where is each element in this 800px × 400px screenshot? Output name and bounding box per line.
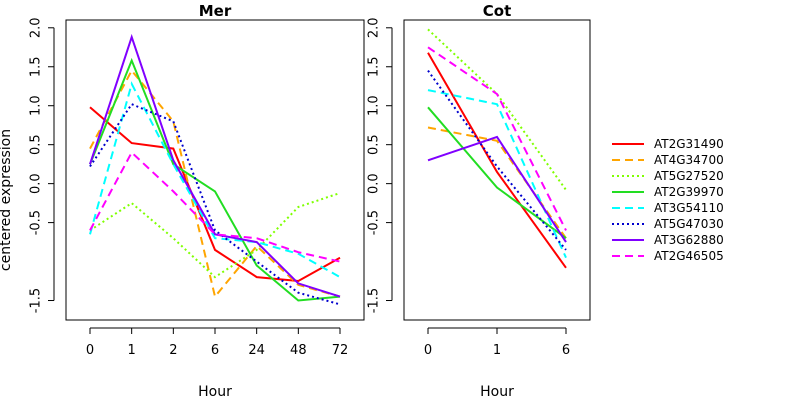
x-tick-label: 48 — [290, 343, 307, 358]
x-tick-label: 6 — [211, 343, 219, 358]
x-tick-label: 1 — [128, 343, 136, 358]
y-tick-label: -1.5 — [367, 288, 382, 313]
y-tick-label: -0.5 — [367, 210, 382, 235]
y-tick-label: 0.0 — [367, 173, 382, 194]
x-axis-label: Hour — [198, 384, 232, 400]
series-line-at2g39970 — [427, 106, 567, 240]
legend-label: AT5G27520 — [654, 169, 724, 183]
panels-layer: Mer -1.5 -0.5 0.0 0.5 1.0 1.5 2.0 0 1 2 6 24 48 72 Hour… — [29, 2, 591, 400]
series-line-at2g31490 — [89, 106, 341, 283]
x-tick-label: 24 — [248, 343, 265, 358]
y-tick-label: 1.5 — [367, 56, 382, 77]
panel-title: Cot — [483, 2, 511, 20]
series-line-at2g39970 — [89, 57, 341, 302]
series-line-at4g34700 — [427, 126, 567, 239]
series-line-at4g34700 — [89, 68, 341, 299]
y-tick-label: 0.5 — [29, 134, 44, 155]
y-tick-label: 1.5 — [29, 56, 44, 77]
series-line-at5g27520 — [89, 192, 341, 279]
x-tick-label: 1 — [493, 343, 501, 358]
plot-frame — [403, 19, 591, 321]
legend-label: AT3G54110 — [654, 201, 724, 215]
series-line-at2g46505 — [89, 150, 341, 263]
x-tick-label: 72 — [332, 343, 349, 358]
legend-label: AT2G39970 — [654, 185, 724, 199]
x-tick-label: 0 — [86, 343, 94, 358]
y-tick-label: 2.0 — [29, 17, 44, 38]
plot-frame — [65, 19, 365, 321]
series-line-at3g62880 — [89, 33, 341, 298]
series-line-at2g31490 — [427, 52, 567, 269]
x-tick-label: 6 — [562, 343, 570, 358]
series-line-at5g27520 — [427, 28, 567, 191]
series-line-at2g46505 — [427, 46, 567, 231]
legend-label: AT2G46505 — [654, 249, 724, 263]
legend-label: AT4G34700 — [654, 153, 724, 167]
legend-label: AT3G62880 — [654, 233, 724, 247]
x-tick-label: 0 — [424, 343, 432, 358]
panel-mer: Mer -1.5 -0.5 0.0 0.5 1.0 1.5 2.0 0 1 2 6 24 48 72 Hour — [29, 2, 365, 400]
legend-label: AT5G47030 — [654, 217, 724, 231]
legend: AT2G31490 AT4G34700 AT5G27520 AT2G39970 AT3G… — [612, 137, 724, 263]
series-line-at5g47030 — [89, 102, 341, 306]
series-line-at3g54110 — [427, 89, 567, 259]
x-tick-label: 2 — [169, 343, 177, 358]
y-tick-label: -0.5 — [29, 210, 44, 235]
series-line-at3g62880 — [427, 135, 567, 243]
y-tick-label: -1.5 — [29, 288, 44, 313]
y-axis-label: centered expression — [0, 129, 14, 271]
y-tick-label: 2.0 — [367, 17, 382, 38]
y-tick-label: 0.0 — [29, 173, 44, 194]
y-tick-label: 1.0 — [29, 95, 44, 116]
y-tick-label: 1.0 — [367, 95, 382, 116]
panel-title: Mer — [199, 2, 232, 20]
panel-cot: Cot -1.5 -0.5 0.0 0.5 1.0 1.5 2.0 0 1 6 Hour — [367, 2, 591, 400]
series-line-at3g54110 — [89, 81, 341, 278]
x-axis-label: Hour — [480, 384, 514, 400]
series-line-at5g47030 — [427, 70, 567, 251]
y-tick-label: 0.5 — [367, 134, 382, 155]
legend-label: AT2G31490 — [654, 137, 724, 151]
